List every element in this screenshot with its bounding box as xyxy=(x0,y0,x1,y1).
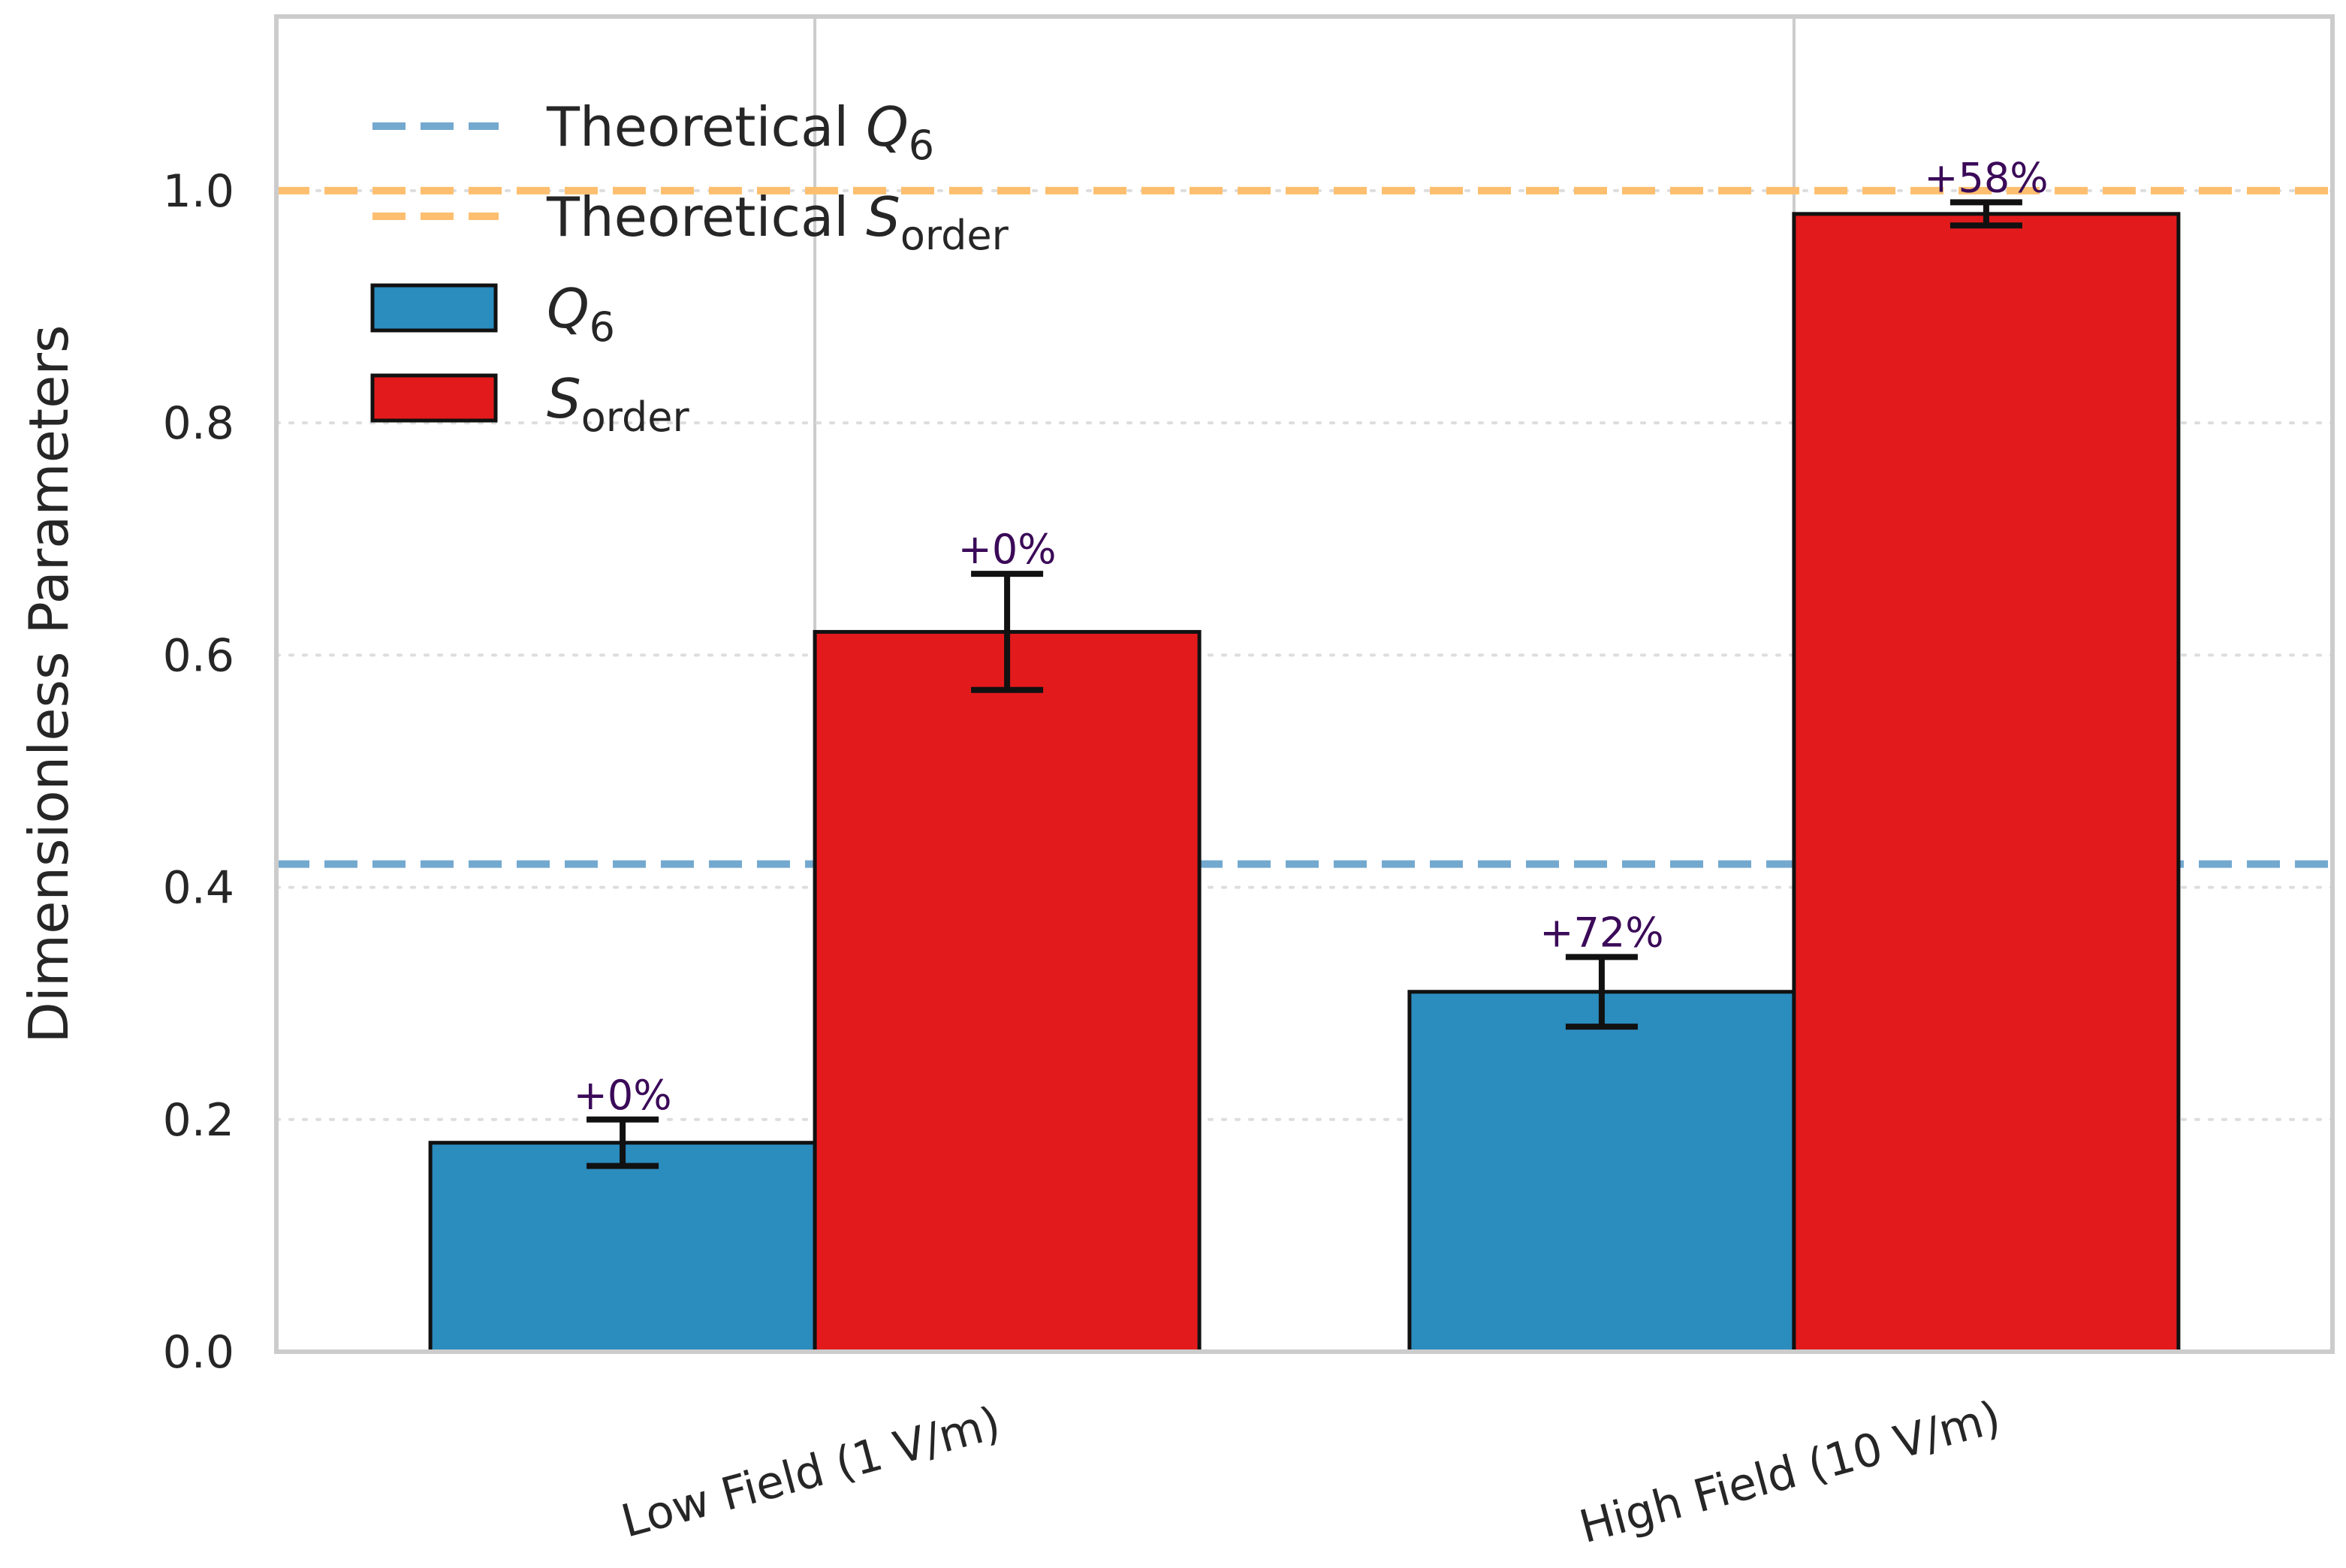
error-bar-S_order-0 xyxy=(971,571,1044,693)
plot-frame xyxy=(274,14,2335,1354)
y-tick-label: 1.0 xyxy=(163,165,234,218)
legend-patch-swatch xyxy=(370,373,498,423)
legend-label: Theoretical Q6 xyxy=(546,95,934,169)
error-bar-Q6-0 xyxy=(586,1116,659,1169)
y-tick-label: 0.0 xyxy=(163,1326,234,1379)
x-tick-label: High Field (10 V/m) xyxy=(1574,1391,2006,1554)
y-tick-label: 0.8 xyxy=(163,397,234,450)
legend-label: Q6 xyxy=(547,277,615,351)
legend-label: Theoretical Sorder xyxy=(546,185,1009,259)
legend-entry-Theoretical S_order: Theoretical Sorder xyxy=(372,185,1009,259)
error-bars xyxy=(586,199,2022,1169)
legend: Theoretical Q6 Theoretical Sorder Q6 Sorder xyxy=(370,95,1009,441)
bars xyxy=(428,212,2181,1354)
x-tick-label: Low Field (1 V/m) xyxy=(616,1397,1006,1548)
bar-annotation-Q6-0: +0% xyxy=(574,1072,672,1119)
bar-S_order-0 xyxy=(813,629,1202,1354)
bar-annotation-Q6-1: +72% xyxy=(1539,909,1663,956)
bar-Q6-1 xyxy=(1407,990,1796,1354)
error-bar-Q6-1 xyxy=(1565,954,1638,1030)
y-tick-label: 0.4 xyxy=(163,862,234,915)
y-axis-ticks: 0.0 0.2 0.4 0.6 0.8 1.0 xyxy=(163,165,234,1379)
legend-entry-Q6: Q6 xyxy=(370,277,615,351)
legend-entry-S_order: Sorder xyxy=(370,367,689,441)
bar-annotations: +0% +0% +72% +58% xyxy=(574,154,2049,1118)
y-tick-label: 0.6 xyxy=(163,629,234,682)
y-tick-label: 0.2 xyxy=(163,1094,234,1147)
bar-Q6-0 xyxy=(428,1141,817,1354)
y-axis-label: Dimensionless Parameters xyxy=(17,324,80,1043)
legend-entry-Theoretical Q6: Theoretical Q6 xyxy=(372,95,934,169)
legend-patch-swatch xyxy=(370,283,498,333)
x-axis-ticks: Low Field (1 V/m) High Field (10 V/m) xyxy=(616,1391,2006,1554)
bar-annotation-S_order-1: +58% xyxy=(1924,154,2048,201)
legend-label: Sorder xyxy=(547,367,689,441)
error-bar-S_order-1 xyxy=(1949,199,2022,229)
bar-S_order-1 xyxy=(1792,212,2181,1354)
bar-annotation-S_order-0: +0% xyxy=(958,526,1057,573)
